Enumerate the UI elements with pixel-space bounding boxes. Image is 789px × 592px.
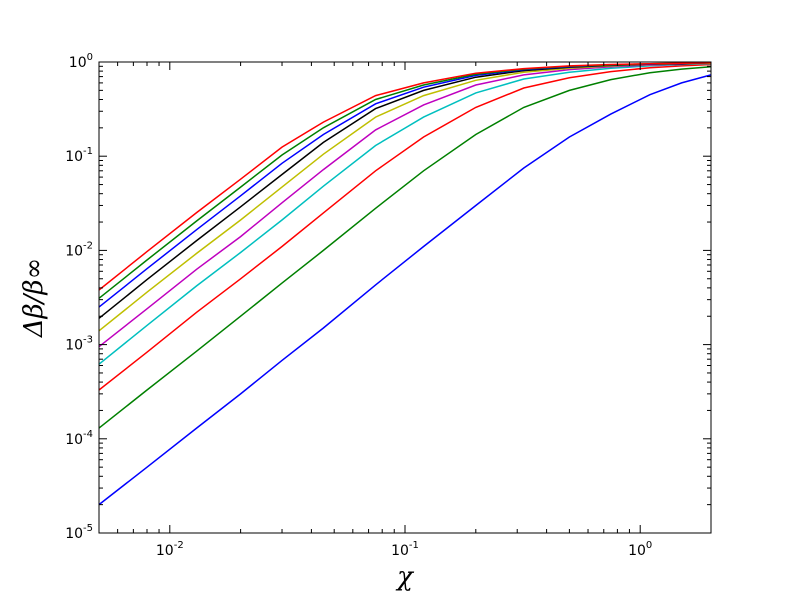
tick-layer: 10-2 10-1 100 10-5 10-4 10-3 10-2 10-1 100 <box>65 52 712 559</box>
series-line-5 <box>98 62 712 348</box>
y-tick-label: 10-4 <box>65 429 93 448</box>
y-tick-label: 100 <box>69 52 93 71</box>
x-axis-label: χ <box>395 562 415 592</box>
series-line-4 <box>98 62 712 365</box>
series-line-7 <box>98 62 712 319</box>
series-line-2 <box>98 66 712 429</box>
y-tick-label: 10-5 <box>65 523 93 542</box>
series-layer <box>98 62 712 506</box>
y-tick-label: 10-1 <box>65 146 93 165</box>
x-tick-label: 100 <box>628 540 652 559</box>
y-tick-label: 10-2 <box>65 240 93 259</box>
series-line-3 <box>98 63 712 391</box>
x-tick-label: 10-1 <box>391 540 419 559</box>
x-tick-label: 10-2 <box>156 540 184 559</box>
series-line-10 <box>98 62 712 291</box>
plot-frame <box>98 61 712 534</box>
series-line-1 <box>98 74 712 506</box>
y-tick-label: 10-3 <box>65 335 93 354</box>
y-axis-label: Δβ/β∞ <box>19 258 49 338</box>
